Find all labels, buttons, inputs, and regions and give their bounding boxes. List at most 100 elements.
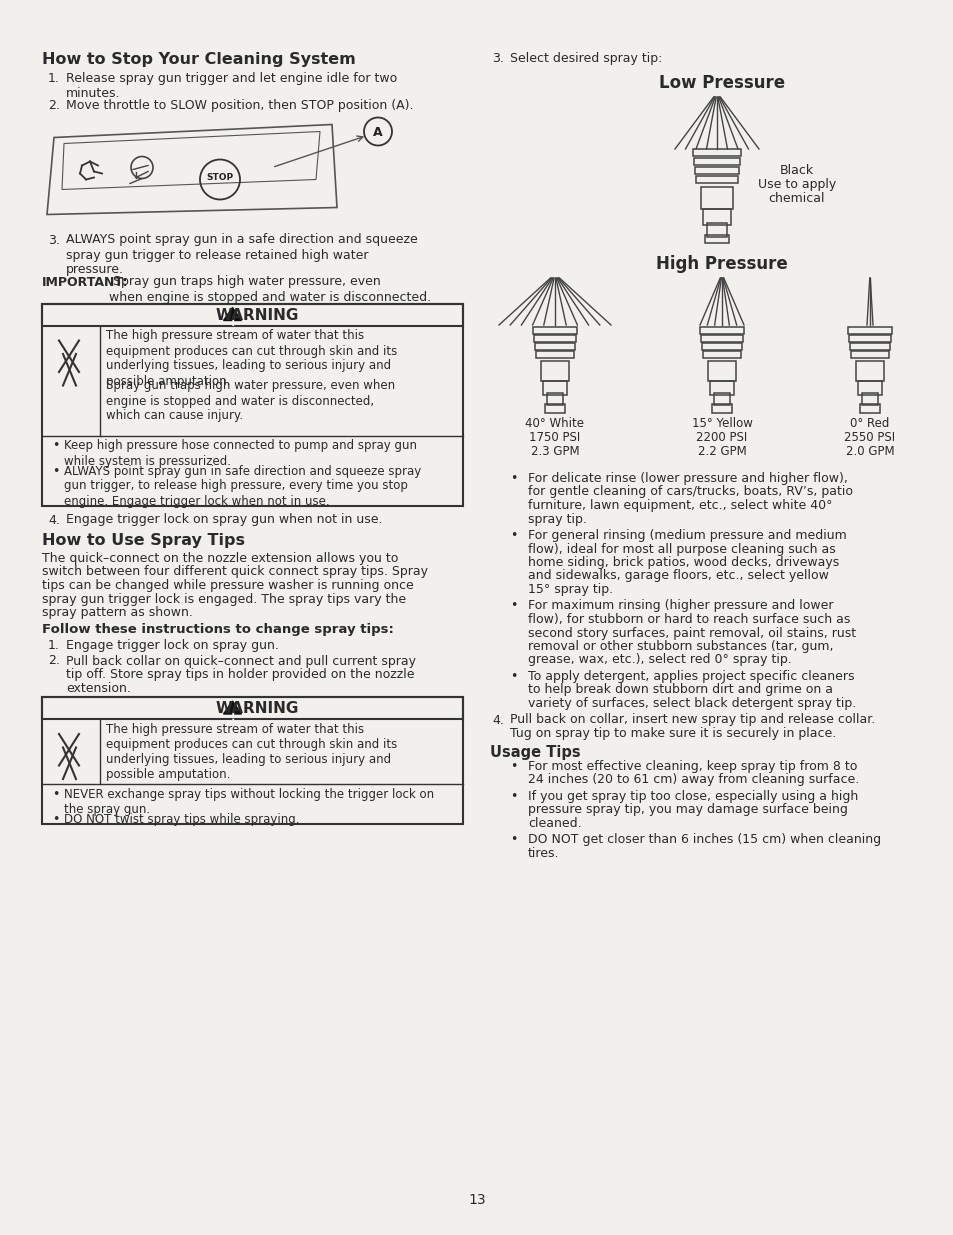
Text: •: • [510, 760, 517, 773]
Text: 2200 PSI: 2200 PSI [696, 431, 747, 445]
Text: Tug on spray tip to make sure it is securely in place.: Tug on spray tip to make sure it is secu… [510, 727, 836, 740]
Bar [534, 335, 576, 342]
Text: DO NOT twist spray tips while spraying.: DO NOT twist spray tips while spraying. [64, 813, 299, 826]
Text: grease, wax, etc.), select red 0° spray tip.: grease, wax, etc.), select red 0° spray … [527, 653, 791, 667]
Text: tires.: tires. [527, 847, 558, 860]
Text: STOP: STOP [206, 173, 233, 183]
Text: How to Stop Your Cleaning System: How to Stop Your Cleaning System [42, 52, 355, 67]
Bar [850, 351, 888, 358]
Bar [706, 224, 726, 237]
Bar [692, 149, 740, 156]
Text: If you get spray tip too close, especially using a high: If you get spray tip too close, especial… [527, 790, 858, 803]
Bar [704, 235, 728, 243]
Bar [849, 343, 889, 350]
Text: For most effective cleaning, keep spray tip from 8 to: For most effective cleaning, keep spray … [527, 760, 857, 773]
Text: •: • [510, 472, 517, 485]
Text: 15° Yellow: 15° Yellow [691, 417, 752, 430]
Text: To apply detergent, applies project specific cleaners: To apply detergent, applies project spec… [527, 671, 854, 683]
Text: !: ! [230, 713, 234, 722]
Bar [544, 404, 564, 412]
Text: A: A [373, 126, 382, 138]
Bar [696, 177, 738, 183]
Bar [848, 335, 890, 342]
Text: Usage Tips: Usage Tips [490, 745, 580, 760]
Text: to help break down stubborn dirt and grime on a: to help break down stubborn dirt and gri… [527, 683, 832, 697]
Text: Select desired spray tip:: Select desired spray tip: [510, 52, 661, 65]
Text: •: • [510, 599, 517, 613]
Text: High Pressure: High Pressure [656, 254, 787, 273]
Text: 40° White: 40° White [525, 417, 584, 430]
Text: tip off. Store spray tips in holder provided on the nozzle: tip off. Store spray tips in holder prov… [66, 668, 414, 680]
Text: extension.: extension. [66, 682, 131, 694]
Bar [847, 327, 891, 333]
Text: •: • [510, 671, 517, 683]
Text: 2.3 GPM: 2.3 GPM [530, 445, 578, 458]
Text: Follow these instructions to change spray tips:: Follow these instructions to change spra… [42, 624, 394, 636]
Text: 1.: 1. [48, 638, 60, 652]
Text: flow), ideal for most all purpose cleaning such as: flow), ideal for most all purpose cleani… [527, 542, 835, 556]
Bar [707, 361, 735, 382]
Text: ALWAYS point spray gun in a safe direction and squeeze
spray gun trigger to rele: ALWAYS point spray gun in a safe directi… [66, 233, 417, 277]
Bar [542, 382, 566, 395]
Text: variety of surfaces, select black detergent spray tip.: variety of surfaces, select black deterg… [527, 697, 856, 710]
Text: Use to apply: Use to apply [757, 178, 835, 191]
Text: 1.: 1. [48, 72, 60, 85]
Text: •: • [52, 788, 59, 802]
Text: •: • [510, 790, 517, 803]
Text: tips can be changed while pressure washer is running once: tips can be changed while pressure washe… [42, 579, 414, 592]
Text: chemical: chemical [768, 191, 824, 205]
Text: spray gun trigger lock is engaged. The spray tips vary the: spray gun trigger lock is engaged. The s… [42, 593, 406, 605]
Text: DO NOT get closer than 6 inches (15 cm) when cleaning: DO NOT get closer than 6 inches (15 cm) … [527, 834, 881, 846]
Polygon shape [223, 701, 241, 714]
Text: 13: 13 [468, 1193, 485, 1207]
Bar [700, 327, 743, 333]
Text: for gentle cleaning of cars/trucks, boats, RV’s, patio: for gentle cleaning of cars/trucks, boat… [527, 485, 852, 499]
Text: 2.0 GPM: 2.0 GPM [844, 445, 893, 458]
Text: For delicate rinse (lower pressure and higher flow),: For delicate rinse (lower pressure and h… [527, 472, 847, 485]
Text: pressure spray tip, you may damage surface being: pressure spray tip, you may damage surfa… [527, 804, 847, 816]
Text: Move throttle to SLOW position, then STOP position (A).: Move throttle to SLOW position, then STO… [66, 99, 413, 112]
Text: removal or other stubborn substances (tar, gum,: removal or other stubborn substances (ta… [527, 640, 833, 653]
Text: Spray gun traps high water pressure, even when
engine is stopped and water is di: Spray gun traps high water pressure, eve… [106, 379, 395, 422]
Bar [859, 404, 879, 412]
Text: WARNING: WARNING [215, 701, 299, 716]
Bar [533, 327, 577, 333]
Text: 2.: 2. [48, 99, 60, 112]
Text: spray tip.: spray tip. [527, 513, 586, 526]
Bar [546, 393, 562, 405]
Bar [700, 335, 742, 342]
Text: •: • [52, 464, 59, 478]
Text: cleaned.: cleaned. [527, 818, 581, 830]
Text: For general rinsing (medium pressure and medium: For general rinsing (medium pressure and… [527, 529, 846, 542]
Text: flow), for stubborn or hard to reach surface such as: flow), for stubborn or hard to reach sur… [527, 613, 849, 626]
Bar [709, 382, 733, 395]
Bar [857, 382, 882, 395]
Text: 24 inches (20 to 61 cm) away from cleaning surface.: 24 inches (20 to 61 cm) away from cleani… [527, 773, 859, 787]
Text: Keep high pressure hose connected to pump and spray gun
while system is pressuri: Keep high pressure hose connected to pum… [64, 440, 416, 468]
Text: Engage trigger lock on spray gun.: Engage trigger lock on spray gun. [66, 638, 278, 652]
Text: NEVER exchange spray tips without locking the trigger lock on
the spray gun.: NEVER exchange spray tips without lockin… [64, 788, 434, 816]
Text: spray pattern as shown.: spray pattern as shown. [42, 606, 193, 619]
Text: !: ! [230, 319, 234, 329]
Text: Pull back on collar, insert new spray tip and release collar.: Pull back on collar, insert new spray ti… [510, 714, 874, 726]
Bar [693, 158, 740, 165]
Bar [540, 361, 568, 382]
Text: and sidewalks, garage floors, etc., select yellow: and sidewalks, garage floors, etc., sele… [527, 569, 828, 583]
Text: 0° Red: 0° Red [849, 417, 889, 430]
Text: IMPORTANT:: IMPORTANT: [42, 275, 129, 289]
Text: Spray gun traps high water pressure, even
when engine is stopped and water is di: Spray gun traps high water pressure, eve… [109, 275, 431, 304]
Polygon shape [223, 308, 241, 321]
Bar [535, 343, 575, 350]
Text: •: • [510, 834, 517, 846]
Text: ALWAYS point spray gun in safe direction and squeeze spray
gun trigger, to relea: ALWAYS point spray gun in safe direction… [64, 464, 421, 508]
Text: switch between four different quick connect spray tips. Spray: switch between four different quick conn… [42, 566, 428, 578]
Text: home siding, brick patios, wood decks, driveways: home siding, brick patios, wood decks, d… [527, 556, 839, 569]
Text: The high pressure stream of water that this
equipment produces can cut through s: The high pressure stream of water that t… [106, 330, 396, 388]
Bar [862, 393, 877, 405]
Bar [536, 351, 574, 358]
Text: Engage trigger lock on spray gun when not in use.: Engage trigger lock on spray gun when no… [66, 514, 382, 526]
Text: 4.: 4. [48, 514, 60, 526]
Bar [702, 209, 730, 225]
Bar [42, 304, 462, 326]
Text: second story surfaces, paint removal, oil stains, rust: second story surfaces, paint removal, oi… [527, 626, 855, 640]
